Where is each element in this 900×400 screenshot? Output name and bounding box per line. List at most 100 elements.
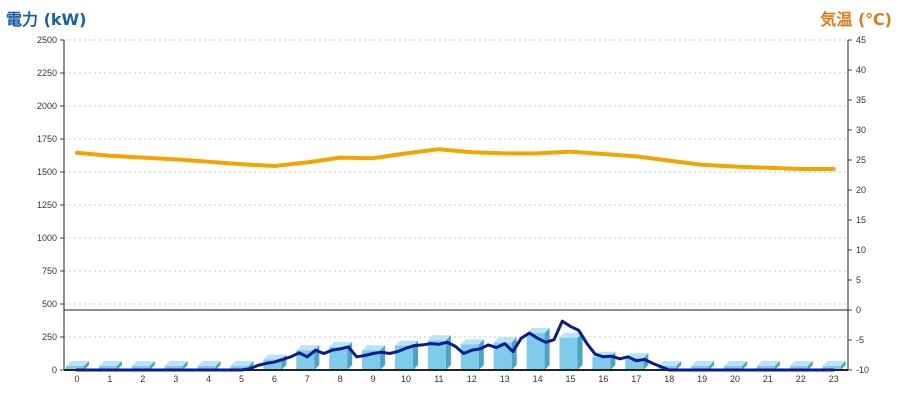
right-tick-label: 15 bbox=[856, 215, 866, 225]
bar-front bbox=[493, 342, 512, 370]
right-tick-label: 40 bbox=[856, 65, 866, 75]
right-tick-label: 25 bbox=[856, 155, 866, 165]
x-tick-label: 3 bbox=[173, 374, 178, 384]
bar-top bbox=[789, 361, 813, 367]
x-tick-label: 22 bbox=[796, 374, 806, 384]
bar-side bbox=[840, 361, 846, 370]
x-tick-label: 15 bbox=[565, 374, 575, 384]
bar-side bbox=[445, 335, 451, 370]
left-tick-label: 0 bbox=[52, 365, 57, 375]
left-tick-label: 1750 bbox=[37, 134, 57, 144]
grid-lines bbox=[64, 39, 848, 338]
right-tick-label: 5 bbox=[856, 275, 861, 285]
x-tick-label: 6 bbox=[272, 374, 277, 384]
left-axis-title: 電力 (kW) bbox=[6, 10, 87, 29]
tick-labels: 02505007501000125015001750200022502500-1… bbox=[37, 35, 869, 384]
x-tick-label: 19 bbox=[697, 374, 707, 384]
left-tick-label: 500 bbox=[42, 299, 57, 309]
x-tick-label: 0 bbox=[74, 374, 79, 384]
bar-top bbox=[427, 335, 451, 341]
bar-side bbox=[149, 361, 155, 370]
power-bar bbox=[691, 361, 715, 370]
bar-front bbox=[592, 356, 611, 370]
bar-top bbox=[329, 341, 353, 347]
power-bar bbox=[559, 332, 583, 370]
bar-front bbox=[559, 337, 578, 370]
x-tick-label: 17 bbox=[631, 374, 641, 384]
left-tick-label: 1000 bbox=[37, 233, 57, 243]
x-tick-label: 7 bbox=[305, 374, 310, 384]
left-tick-label: 750 bbox=[42, 266, 57, 276]
bar-side bbox=[116, 361, 122, 370]
bar-front bbox=[822, 366, 841, 370]
bar-top bbox=[263, 354, 287, 360]
bar-side bbox=[511, 337, 517, 370]
bar-top bbox=[724, 361, 747, 367]
right-tick-label: 0 bbox=[856, 305, 861, 315]
right-tick-label: -10 bbox=[856, 365, 869, 375]
x-tick-label: 5 bbox=[239, 374, 244, 384]
bar-side bbox=[577, 332, 583, 370]
power-bar bbox=[756, 361, 780, 370]
x-tick-label: 12 bbox=[467, 374, 477, 384]
left-tick-label: 2500 bbox=[37, 35, 57, 45]
bar-front bbox=[427, 340, 446, 370]
x-tick-label: 9 bbox=[371, 374, 376, 384]
bar-top bbox=[526, 328, 550, 334]
power-bar bbox=[98, 361, 122, 370]
right-tick-label: 10 bbox=[856, 245, 866, 255]
bar-front bbox=[131, 366, 150, 370]
power-bar bbox=[197, 361, 221, 370]
power-bar bbox=[427, 335, 451, 370]
bar-top bbox=[164, 361, 188, 367]
bar-front bbox=[526, 333, 545, 370]
bar-front bbox=[66, 366, 84, 370]
bar-front bbox=[724, 366, 742, 370]
power-bar bbox=[822, 361, 846, 370]
x-tick-label: 1 bbox=[107, 374, 112, 384]
left-tick-label: 1500 bbox=[37, 167, 57, 177]
bar-front bbox=[98, 366, 117, 370]
left-tick-label: 2000 bbox=[37, 101, 57, 111]
bar-top bbox=[296, 345, 320, 351]
x-tick-label: 2 bbox=[140, 374, 145, 384]
bar-top bbox=[66, 361, 89, 367]
right-tick-label: -5 bbox=[856, 335, 864, 345]
bar-top bbox=[230, 361, 254, 367]
left-tick-label: 1250 bbox=[37, 200, 57, 210]
x-tick-label: 16 bbox=[598, 374, 608, 384]
bar-front bbox=[164, 366, 183, 370]
bar-side bbox=[544, 328, 550, 370]
bar-front bbox=[756, 366, 775, 370]
bar-top bbox=[691, 361, 715, 367]
bar-side bbox=[774, 361, 780, 370]
left-tick-label: 250 bbox=[42, 332, 57, 342]
bar-side bbox=[413, 340, 418, 370]
bar-top bbox=[658, 361, 682, 367]
bar-top bbox=[559, 332, 583, 338]
bar-side bbox=[742, 361, 747, 370]
power-bar bbox=[526, 328, 550, 370]
x-tick-label: 18 bbox=[664, 374, 674, 384]
bar-side bbox=[807, 361, 813, 370]
power-bars bbox=[66, 328, 846, 370]
right-axis-title: 気温 (℃) bbox=[820, 10, 892, 29]
power-bar bbox=[724, 361, 747, 370]
power-line bbox=[75, 319, 836, 372]
power-bar bbox=[164, 361, 188, 370]
x-tick-label: 4 bbox=[206, 374, 211, 384]
bar-front bbox=[329, 346, 348, 370]
bar-front bbox=[263, 359, 282, 370]
right-tick-label: 20 bbox=[856, 185, 866, 195]
bar-top bbox=[395, 340, 418, 346]
bar-front bbox=[625, 358, 644, 370]
power-bar bbox=[789, 361, 813, 370]
right-tick-label: 45 bbox=[856, 35, 866, 45]
x-tick-label: 20 bbox=[730, 374, 740, 384]
bar-top bbox=[131, 361, 155, 367]
bar-top bbox=[197, 361, 221, 367]
power-bar bbox=[131, 361, 155, 370]
bar-top bbox=[822, 361, 846, 367]
right-tick-label: 35 bbox=[856, 95, 866, 105]
